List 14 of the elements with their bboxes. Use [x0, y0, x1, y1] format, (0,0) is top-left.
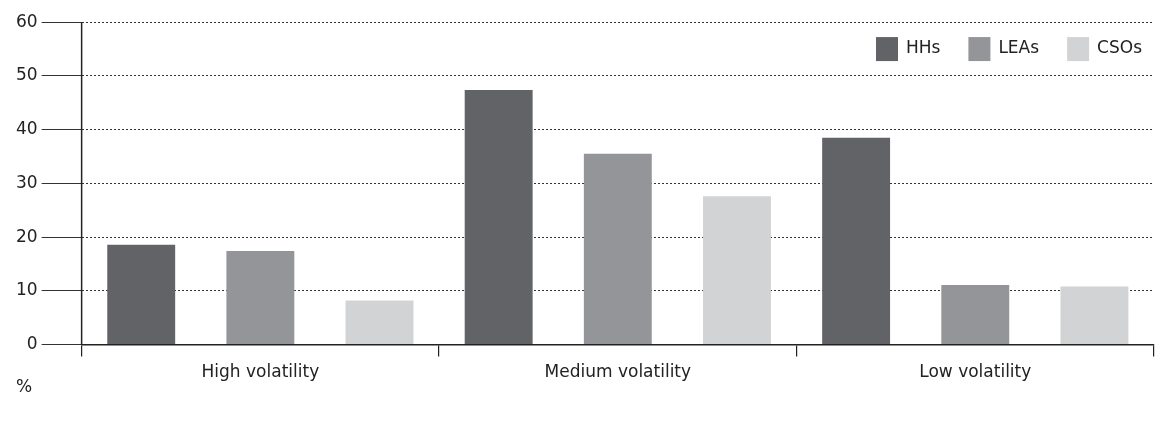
y-tick-label: 20: [15, 225, 38, 246]
y-tick-label: 40: [15, 118, 38, 139]
y-tick-label: 10: [15, 279, 38, 300]
x-tick-label: Low volatility: [919, 361, 1032, 382]
legend-label: HHs: [905, 37, 941, 58]
y-tick-label: 60: [15, 10, 38, 31]
y-axis-title: %: [16, 376, 33, 397]
legend-label: CSOs: [1097, 37, 1143, 58]
x-tick-label: High volatility: [201, 361, 320, 382]
y-tick-label: 0: [26, 333, 38, 354]
legend-label: LEAs: [998, 37, 1040, 58]
x-tick-label: Medium volatility: [544, 361, 692, 382]
y-tick-label: 30: [15, 171, 38, 192]
y-tick-label: 50: [15, 64, 38, 85]
